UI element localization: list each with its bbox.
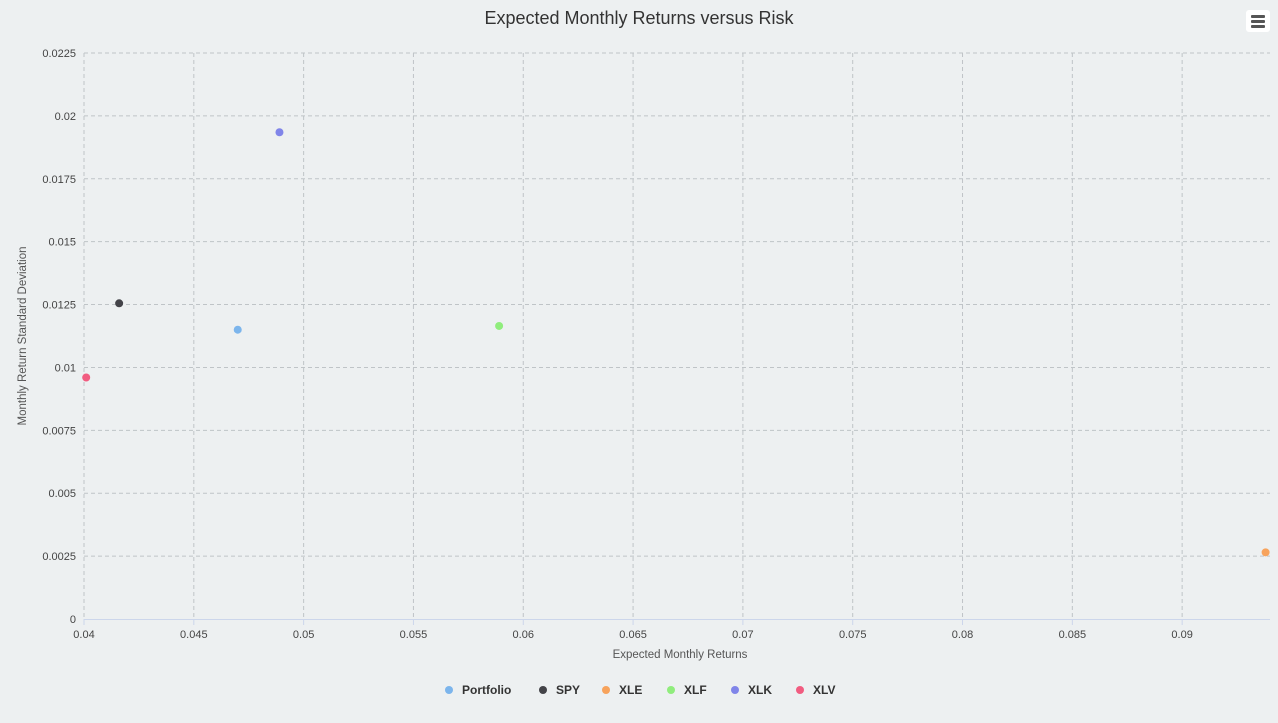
x-tick-label: 0.08: [952, 629, 973, 641]
legend-label: XLE: [619, 683, 642, 697]
x-tick-label: 0.085: [1059, 629, 1087, 641]
legend-item-xle[interactable]: XLE: [602, 683, 642, 697]
chart-title: Expected Monthly Returns versus Risk: [484, 8, 794, 28]
x-tick-label: 0.055: [400, 629, 428, 641]
y-tick-label: 0.0175: [42, 174, 76, 186]
legend-marker: [731, 686, 739, 694]
legend-label: XLV: [813, 683, 835, 697]
legend-item-portfolio[interactable]: Portfolio: [445, 683, 511, 697]
legend-marker: [602, 686, 610, 694]
data-points: [82, 128, 1270, 557]
x-tick-label: 0.075: [839, 629, 867, 641]
y-gridlines: [84, 52, 1270, 557]
x-tick-label: 0.05: [293, 629, 314, 641]
legend-marker: [539, 686, 547, 694]
point-xlk[interactable]: [275, 128, 284, 137]
y-tick-labels: 0 0.0025 0.005 0.0075 0.01 0.0125 0.015 0.0175 0…: [42, 48, 76, 626]
y-tick-label: 0.0125: [42, 300, 76, 312]
legend-item-spy[interactable]: SPY: [539, 683, 580, 697]
point-portfolio[interactable]: [233, 325, 242, 334]
y-tick-label: 0.005: [48, 488, 76, 500]
y-tick-label: 0.0075: [42, 425, 76, 437]
y-tick-label: 0.0025: [42, 551, 76, 563]
point-spy[interactable]: [115, 299, 124, 308]
x-tick-label: 0.065: [619, 629, 647, 641]
axes: [83, 619, 1270, 625]
y-axis-title: Monthly Return Standard Deviation: [17, 247, 29, 426]
legend-marker: [667, 686, 675, 694]
x-tick-label: 0.04: [73, 629, 94, 641]
y-tick-label: 0.015: [48, 237, 76, 249]
y-tick-label: 0.02: [55, 111, 76, 123]
legend-label: XLF: [684, 683, 707, 697]
x-gridlines: [83, 53, 1183, 619]
legend-label: SPY: [556, 683, 580, 697]
legend: Portfolio SPY XLE XLF XLK XLV: [445, 683, 835, 697]
x-tick-label: 0.07: [732, 629, 753, 641]
y-tick-label: 0.0225: [42, 48, 76, 60]
legend-marker: [796, 686, 804, 694]
point-xlv[interactable]: [82, 373, 91, 382]
point-xlf[interactable]: [495, 321, 504, 330]
y-tick-label: 0.01: [55, 362, 76, 374]
legend-item-xlv[interactable]: XLV: [796, 683, 835, 697]
legend-marker: [445, 686, 453, 694]
legend-item-xlf[interactable]: XLF: [667, 683, 707, 697]
legend-label: XLK: [748, 683, 772, 697]
x-tick-label: 0.06: [513, 629, 534, 641]
x-tick-label: 0.045: [180, 629, 208, 641]
point-xle[interactable]: [1261, 548, 1270, 557]
legend-item-xlk[interactable]: XLK: [731, 683, 772, 697]
y-tick-label: 0: [70, 614, 76, 626]
legend-label: Portfolio: [462, 683, 511, 697]
x-tick-label: 0.09: [1171, 629, 1192, 641]
x-axis-title: Expected Monthly Returns: [613, 649, 748, 661]
x-tick-labels: 0.04 0.045 0.05 0.055 0.06 0.065 0.07 0.075 0.08…: [73, 629, 1193, 641]
hamburger-menu-icon[interactable]: [1246, 10, 1270, 32]
